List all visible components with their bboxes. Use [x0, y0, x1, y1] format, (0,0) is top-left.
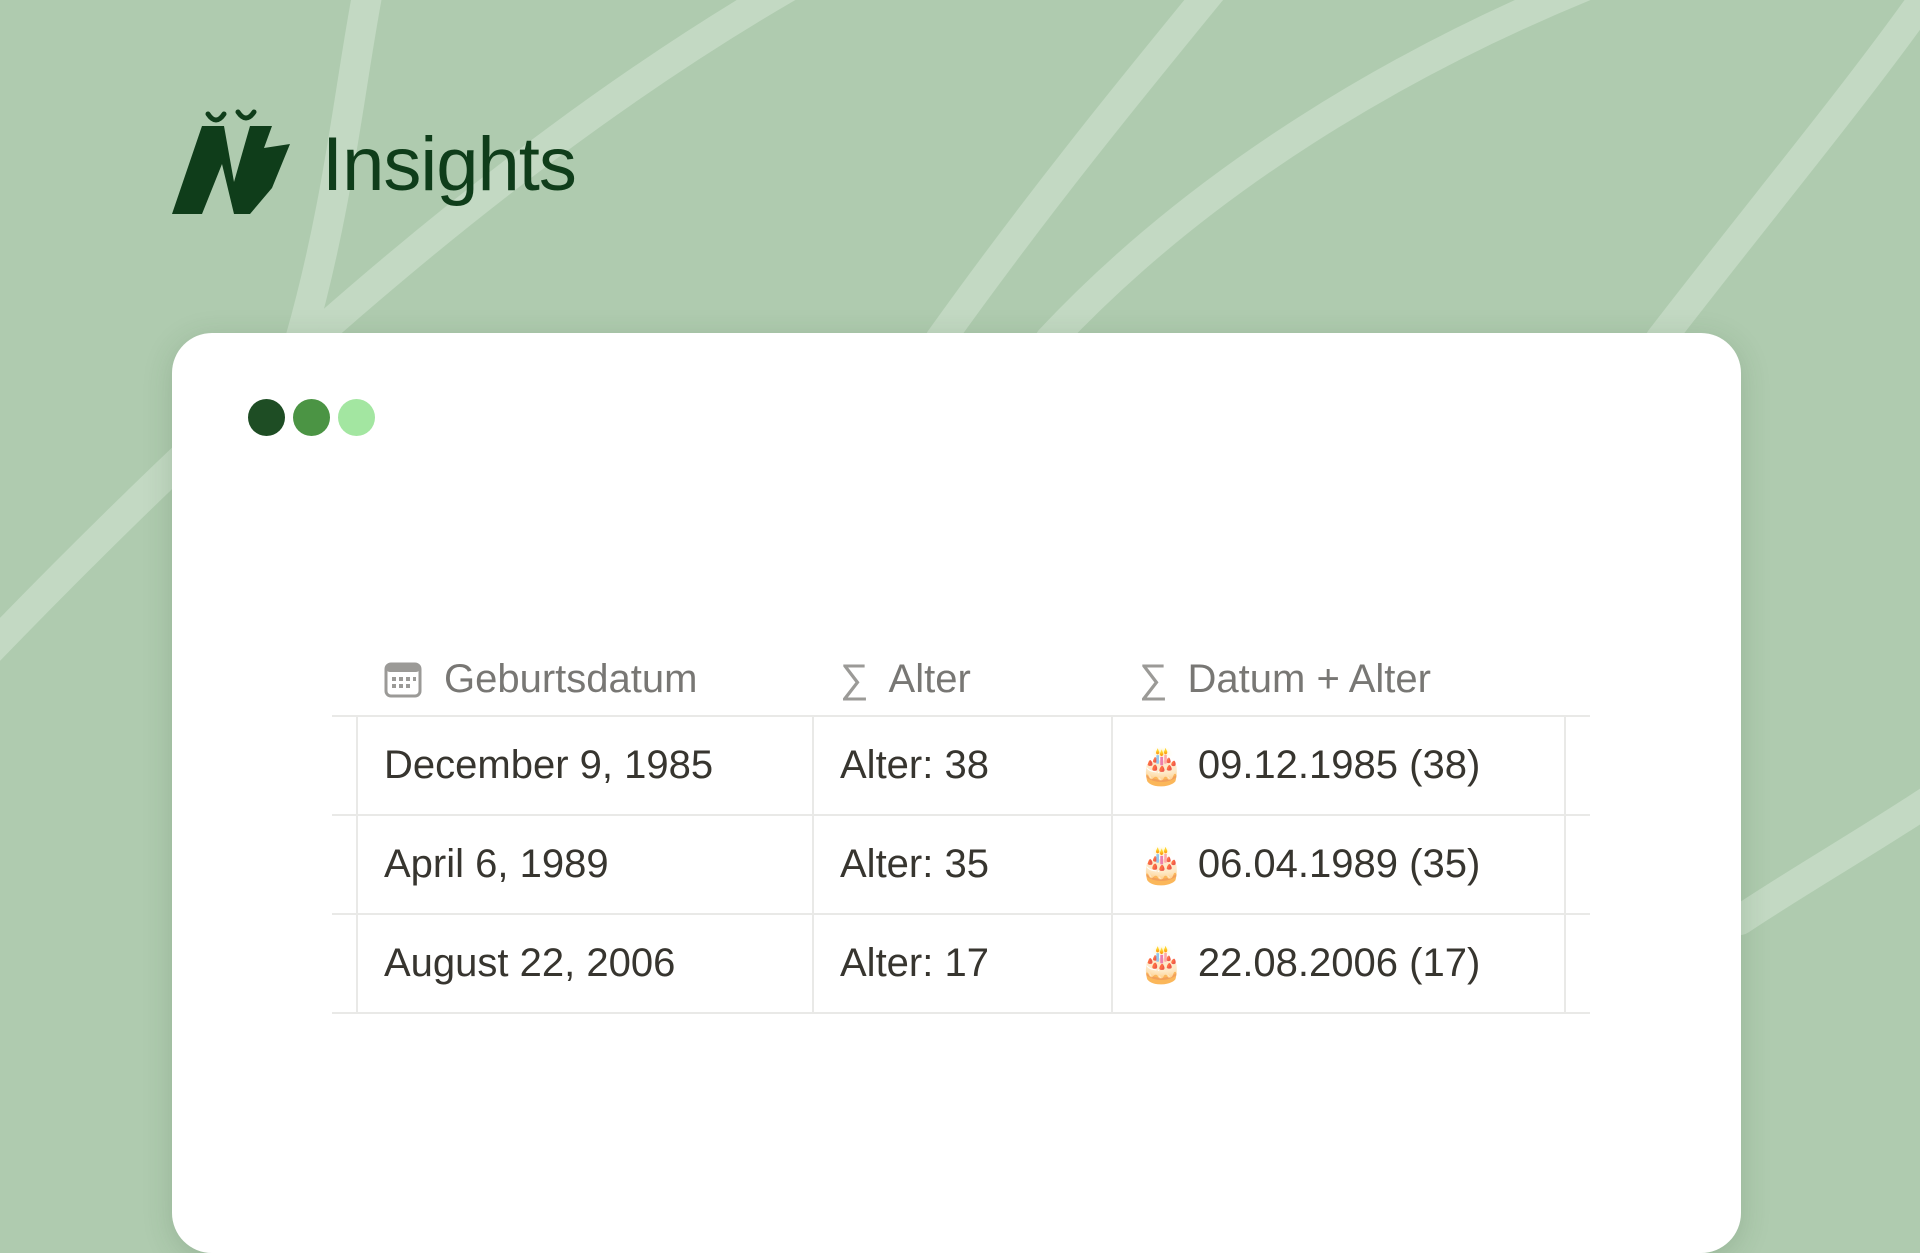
column-label-alter: Alter [888, 656, 971, 701]
cell-alter[interactable]: Alter: 38 [814, 717, 1113, 814]
cell-datum-alter[interactable]: 🎂 06.04.1989 (35) [1113, 816, 1566, 913]
formula-sigma-icon: ∑ [840, 656, 869, 701]
birthday-cake-icon: 🎂 [1139, 843, 1184, 885]
cell-datum-alter-text: 06.04.1989 (35) [1197, 842, 1481, 886]
cell-alter[interactable]: Alter: 17 [814, 915, 1113, 1012]
column-label-geburtsdatum: Geburtsdatum [444, 656, 698, 701]
column-header-alter[interactable]: ∑ Alter [814, 657, 1113, 702]
row-gutter [332, 915, 358, 1012]
database-table: Geburtsdatum ∑ Alter ∑ Datum + Alter Dec… [332, 643, 1590, 1014]
cell-datum-alter[interactable]: 🎂 22.08.2006 (17) [1113, 915, 1566, 1012]
row-end [1566, 717, 1590, 814]
content-window: Geburtsdatum ∑ Alter ∑ Datum + Alter Dec… [172, 333, 1741, 1253]
calendar-icon [384, 662, 422, 698]
cell-datum-alter-text: 09.12.1985 (38) [1197, 743, 1481, 787]
formula-sigma-icon: ∑ [1139, 656, 1168, 701]
table-header: Geburtsdatum ∑ Alter ∑ Datum + Alter [332, 643, 1590, 715]
table-row[interactable]: August 22, 2006 Alter: 17 🎂 22.08.2006 (… [332, 913, 1590, 1014]
row-end [1566, 915, 1590, 1012]
birthday-cake-icon: 🎂 [1139, 942, 1184, 984]
cell-geburtsdatum[interactable]: April 6, 1989 [358, 816, 814, 913]
cell-datum-alter-text: 22.08.2006 (17) [1197, 941, 1481, 985]
window-dot-2[interactable] [293, 399, 330, 436]
brand-logo-mark [172, 109, 290, 214]
birthday-cake-icon: 🎂 [1139, 744, 1184, 786]
column-label-datum-alter: Datum + Alter [1187, 656, 1431, 701]
column-header-geburtsdatum[interactable]: Geburtsdatum [332, 657, 814, 702]
row-end [1566, 816, 1590, 913]
table-row[interactable]: April 6, 1989 Alter: 35 🎂 06.04.1989 (35… [332, 814, 1590, 913]
brand-header: Insights [168, 104, 577, 224]
cell-datum-alter[interactable]: 🎂 09.12.1985 (38) [1113, 717, 1566, 814]
background-decorative-lines [0, 0, 1920, 935]
brand-name: Insights [322, 121, 577, 207]
window-controls [248, 399, 375, 436]
row-gutter [332, 816, 358, 913]
cell-geburtsdatum[interactable]: August 22, 2006 [358, 915, 814, 1012]
cell-geburtsdatum[interactable]: December 9, 1985 [358, 717, 814, 814]
row-gutter [332, 717, 358, 814]
table-row[interactable]: December 9, 1985 Alter: 38 🎂 09.12.1985 … [332, 715, 1590, 814]
window-dot-1[interactable] [248, 399, 285, 436]
column-header-datum-alter[interactable]: ∑ Datum + Alter [1113, 657, 1566, 702]
cell-alter[interactable]: Alter: 35 [814, 816, 1113, 913]
window-dot-3[interactable] [338, 399, 375, 436]
